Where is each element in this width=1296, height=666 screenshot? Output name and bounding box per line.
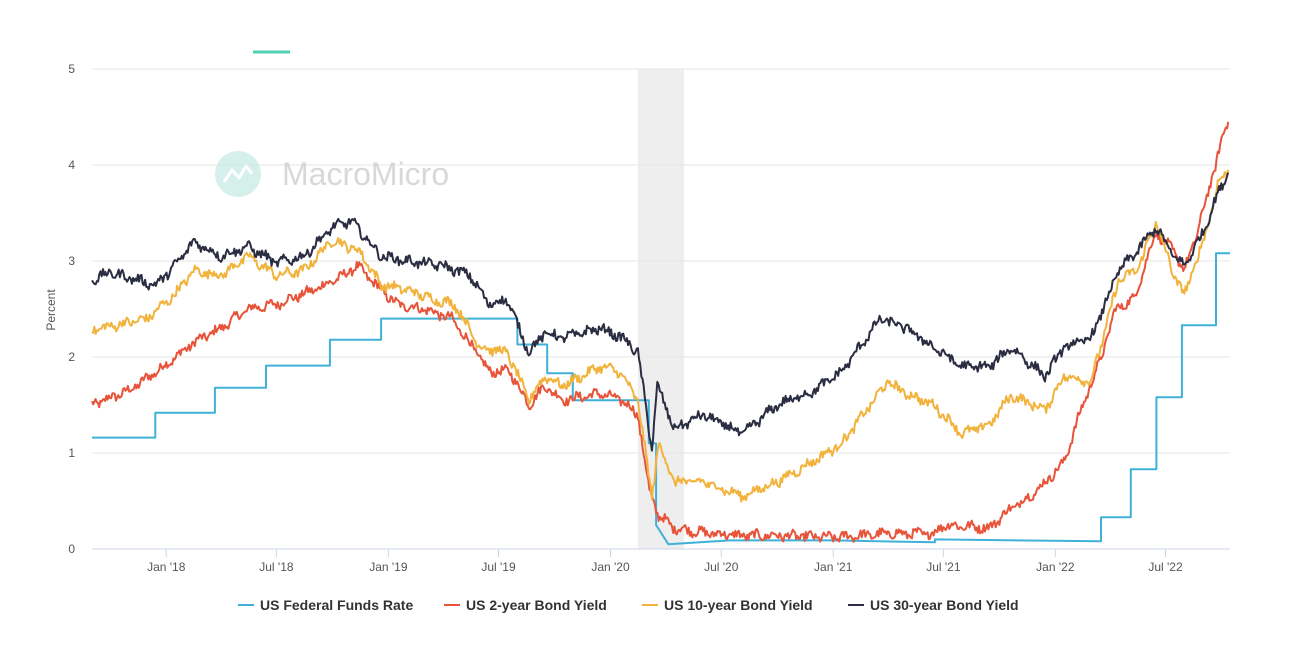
x-tick-label: Jan '22 <box>1036 560 1075 574</box>
series-line-us-federal-funds-rate <box>92 252 1230 546</box>
x-tick-label: Jul '20 <box>704 560 739 574</box>
x-tick-label: Jan '18 <box>147 560 186 574</box>
y-tick-label: 1 <box>68 446 75 460</box>
legend[interactable]: US Federal Funds Rate US 2-year Bond Yiel… <box>238 597 1019 613</box>
legend-item-us-10-year-bond-yield[interactable]: US 10-year Bond Yield <box>642 597 813 613</box>
watermark: MacroMicro <box>215 151 449 197</box>
legend-label: US Federal Funds Rate <box>260 597 413 613</box>
watermark-logo-icon <box>215 151 261 197</box>
y-tick-label: 4 <box>68 158 75 172</box>
x-tick-label: Jan '21 <box>814 560 853 574</box>
gridlines <box>92 68 1230 454</box>
x-axis-ticks: Jan '18 Jul '18 Jan '19 Jul '19 Jan '20 Jul '… <box>147 549 1183 574</box>
legend-item-us-2-year-bond-yield[interactable]: US 2-year Bond Yield <box>444 597 607 613</box>
y-axis-title: Percent <box>44 289 58 331</box>
watermark-text: MacroMicro <box>282 156 449 192</box>
legend-item-us-30-year-bond-yield[interactable]: US 30-year Bond Yield <box>848 597 1019 613</box>
legend-label: US 30-year Bond Yield <box>870 597 1019 613</box>
x-tick-label: Jan '20 <box>591 560 630 574</box>
y-tick-label: 3 <box>68 254 75 268</box>
x-tick-label: Jul '22 <box>1148 560 1183 574</box>
x-tick-label: Jul '21 <box>926 560 961 574</box>
series-lines <box>91 121 1230 546</box>
series-line-us-10-year-bond-yield <box>91 169 1230 503</box>
series-line-us-2-year-bond-yield <box>91 121 1230 543</box>
y-tick-label: 5 <box>68 62 75 76</box>
legend-label: US 10-year Bond Yield <box>664 597 813 613</box>
x-tick-label: Jan '19 <box>369 560 408 574</box>
series-line-us-30-year-bond-yield <box>91 172 1230 452</box>
watermark-logo-mark <box>222 164 254 183</box>
x-tick-label: Jul '18 <box>259 560 294 574</box>
legend-item-us-federal-funds-rate[interactable]: US Federal Funds Rate <box>238 597 413 613</box>
y-axis-ticks: 0 1 2 3 4 5 <box>68 62 75 556</box>
x-tick-label: Jul '19 <box>481 560 516 574</box>
y-tick-label: 0 <box>68 542 75 556</box>
legend-label: US 2-year Bond Yield <box>466 597 607 613</box>
y-tick-label: 2 <box>68 350 75 364</box>
